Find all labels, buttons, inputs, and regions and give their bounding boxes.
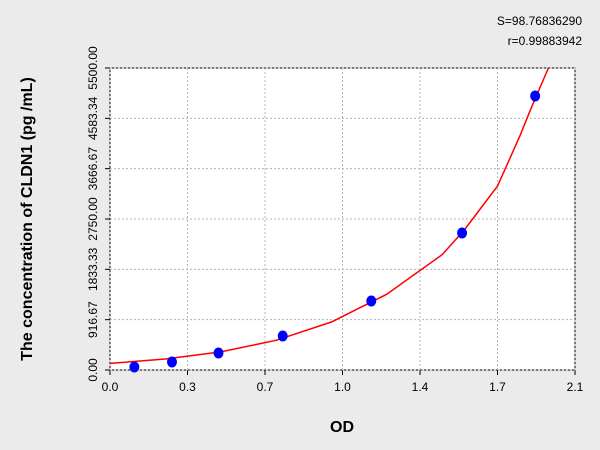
x-tick-label: 0.3 [179,380,196,394]
data-point [167,356,177,368]
x-tick-label: 1.0 [334,380,351,394]
data-point [277,330,288,342]
annotation: r=0.99883942 [508,34,583,48]
data-point [530,90,541,102]
x-tick-label: 0.7 [257,380,274,394]
x-tick-label: 2.1 [567,380,584,394]
y-tick-label: 916.67 [86,301,100,338]
y-tick-label: 1833.33 [86,247,100,291]
y-tick-label: 4583.34 [86,96,100,140]
data-point [129,361,140,373]
x-tick-label: 1.7 [489,380,506,394]
y-tick-label: 0.00 [86,358,100,382]
x-axis-label: OD [330,419,354,436]
data-point [213,347,224,359]
x-tick-label: 1.4 [412,380,429,394]
y-axis-label: The concentration of CLDN1 (pg /mL) [19,77,36,361]
annotation: S=98.76836290 [497,14,582,28]
y-tick-label: 5500.00 [86,46,100,90]
data-point [457,227,468,239]
y-tick-label: 3666.67 [86,147,100,191]
data-point [366,295,377,307]
fit-curve [109,67,550,365]
y-tick-label: 2750.00 [86,197,100,241]
x-tick-label: 0.0 [102,380,119,394]
